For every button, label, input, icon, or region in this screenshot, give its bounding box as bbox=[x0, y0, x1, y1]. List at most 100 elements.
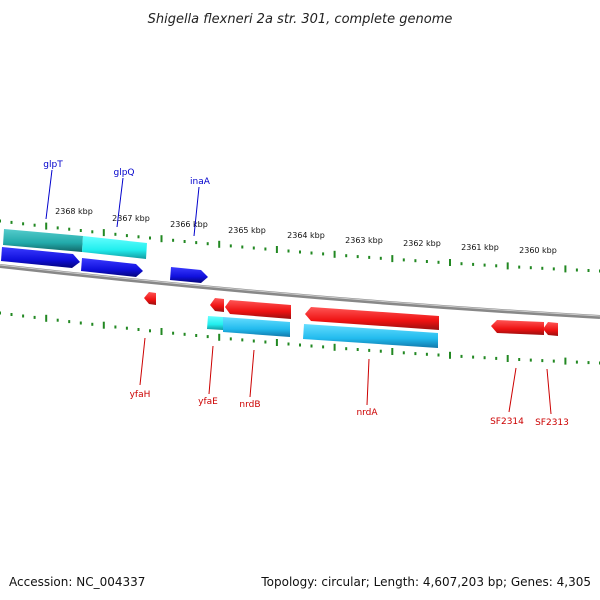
minor-tick bbox=[0, 311, 1, 315]
gene-label-glpT[interactable]: glpT bbox=[43, 160, 63, 170]
major-tick bbox=[102, 321, 105, 329]
scale-label: 2368 kbp bbox=[55, 207, 93, 216]
scale-label: 2361 kbp bbox=[461, 243, 499, 252]
minor-tick bbox=[79, 229, 82, 232]
minor-tick bbox=[414, 352, 417, 356]
minor-tick bbox=[379, 256, 382, 260]
minor-tick bbox=[299, 343, 301, 347]
minor-tick bbox=[379, 349, 382, 353]
minor-tick bbox=[345, 347, 348, 351]
major-tick bbox=[449, 259, 451, 266]
minor-tick bbox=[10, 220, 13, 224]
minor-tick bbox=[56, 226, 59, 230]
minor-tick bbox=[137, 328, 140, 331]
scale-label: 2360 kbp bbox=[519, 246, 557, 255]
minor-tick bbox=[483, 263, 486, 267]
major-tick bbox=[506, 355, 509, 362]
minor-tick bbox=[241, 245, 244, 249]
minor-tick bbox=[414, 259, 417, 263]
minor-tick bbox=[287, 342, 290, 346]
map-title: Shigella flexneri 2a str. 301, complete … bbox=[148, 12, 453, 27]
cds-feature-forward[interactable] bbox=[82, 236, 147, 259]
gene-label-nrdB[interactable]: nrdB bbox=[239, 400, 260, 410]
minor-tick bbox=[425, 260, 428, 263]
minor-tick bbox=[125, 326, 128, 330]
gene-yfaH-arrow[interactable] bbox=[144, 292, 156, 305]
gene-label-inaA[interactable]: inaA bbox=[190, 177, 211, 187]
minor-tick bbox=[322, 345, 325, 349]
cds-feature-reverse[interactable] bbox=[207, 316, 223, 330]
minor-tick bbox=[495, 356, 498, 360]
minor-tick bbox=[68, 320, 71, 324]
gene-SF2313-arrow[interactable] bbox=[543, 322, 558, 336]
gene-label-yfaE[interactable]: yfaE bbox=[198, 397, 218, 407]
gene-label-glpQ[interactable]: glpQ bbox=[113, 168, 134, 178]
cds-feature-reverse[interactable] bbox=[223, 317, 290, 337]
scale-label: 2366 kbp bbox=[170, 220, 208, 229]
scale-label: 2365 kbp bbox=[228, 226, 266, 235]
major-tick bbox=[160, 328, 163, 335]
gene-nrdB-arrow[interactable] bbox=[225, 300, 291, 319]
minor-tick bbox=[402, 258, 405, 262]
minor-tick bbox=[437, 353, 440, 357]
gene-yfaE-arrow[interactable] bbox=[210, 298, 224, 312]
minor-tick bbox=[460, 262, 463, 266]
major-tick bbox=[333, 250, 336, 258]
gene-label-SF2313[interactable]: SF2313 bbox=[535, 418, 569, 428]
minor-tick bbox=[33, 223, 36, 227]
genome-backbone bbox=[0, 264, 600, 319]
minor-tick bbox=[529, 266, 532, 270]
minor-tick bbox=[552, 359, 555, 363]
gene-label-yfaH[interactable]: yfaH bbox=[130, 390, 151, 400]
minor-tick bbox=[518, 265, 521, 269]
scale-label: 2362 kbp bbox=[403, 239, 441, 248]
gene-SF2314-arrow[interactable] bbox=[491, 320, 544, 335]
minor-tick bbox=[206, 242, 209, 246]
minor-tick bbox=[575, 360, 578, 364]
major-tick bbox=[564, 265, 567, 273]
minor-tick bbox=[0, 219, 1, 223]
minor-tick bbox=[125, 234, 128, 238]
minor-tick bbox=[252, 339, 255, 343]
minor-tick bbox=[299, 250, 301, 254]
minor-tick bbox=[56, 318, 59, 322]
major-tick bbox=[391, 348, 394, 355]
minor-tick bbox=[310, 251, 313, 255]
minor-tick bbox=[91, 230, 94, 234]
label-leader bbox=[193, 186, 200, 237]
accession-text: Accession: NC_004337 bbox=[9, 575, 145, 589]
major-tick bbox=[45, 314, 48, 322]
minor-tick bbox=[287, 249, 290, 253]
gene-glpQ-arrow[interactable] bbox=[81, 258, 143, 277]
major-tick bbox=[102, 229, 105, 237]
minor-tick bbox=[460, 354, 463, 358]
major-tick bbox=[160, 235, 163, 243]
minor-tick bbox=[575, 268, 578, 272]
minor-tick bbox=[437, 260, 440, 264]
cds-feature-forward[interactable] bbox=[3, 229, 83, 252]
minor-tick bbox=[10, 313, 13, 316]
minor-tick bbox=[91, 322, 94, 326]
gene-nrdA-arrow[interactable] bbox=[305, 307, 439, 330]
minor-tick bbox=[149, 329, 151, 333]
cds-feature-reverse[interactable] bbox=[303, 324, 438, 348]
minor-tick bbox=[264, 247, 267, 251]
gene-label-SF2314[interactable]: SF2314 bbox=[490, 417, 524, 427]
gene-inaA-arrow[interactable] bbox=[170, 267, 208, 283]
label-leader bbox=[45, 169, 53, 220]
minor-tick bbox=[172, 238, 175, 242]
minor-tick bbox=[114, 232, 117, 236]
minor-tick bbox=[33, 315, 36, 319]
minor-tick bbox=[472, 355, 475, 359]
minor-tick bbox=[195, 241, 198, 245]
gene-label-nrdA[interactable]: nrdA bbox=[356, 408, 378, 418]
label-leader bbox=[366, 358, 370, 406]
minor-tick bbox=[345, 254, 348, 258]
minor-tick bbox=[368, 348, 371, 352]
scale-label: 2367 kbp bbox=[112, 214, 150, 223]
minor-tick bbox=[183, 332, 186, 336]
gene-glpT-arrow[interactable] bbox=[1, 247, 80, 268]
minor-tick bbox=[368, 255, 371, 259]
minor-tick bbox=[264, 340, 267, 344]
minor-tick bbox=[495, 264, 498, 268]
